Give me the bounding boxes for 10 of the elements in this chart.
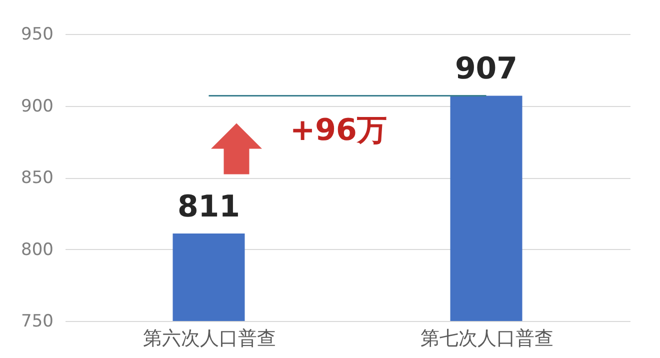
y-tick-label: 850 — [21, 168, 54, 188]
data-label: 811 — [177, 189, 240, 224]
y-tick-label: 950 — [21, 24, 54, 44]
data-label: 907 — [454, 52, 518, 87]
annotation: +96万 — [290, 113, 387, 148]
y-tick-label: 800 — [21, 240, 54, 260]
x-tick-label: 第七次人口普查 — [420, 328, 554, 350]
x-tick-label: 第六次人口普查 — [142, 328, 276, 350]
y-tick-label: 900 — [21, 96, 54, 116]
y-tick-label: 750 — [21, 312, 54, 332]
